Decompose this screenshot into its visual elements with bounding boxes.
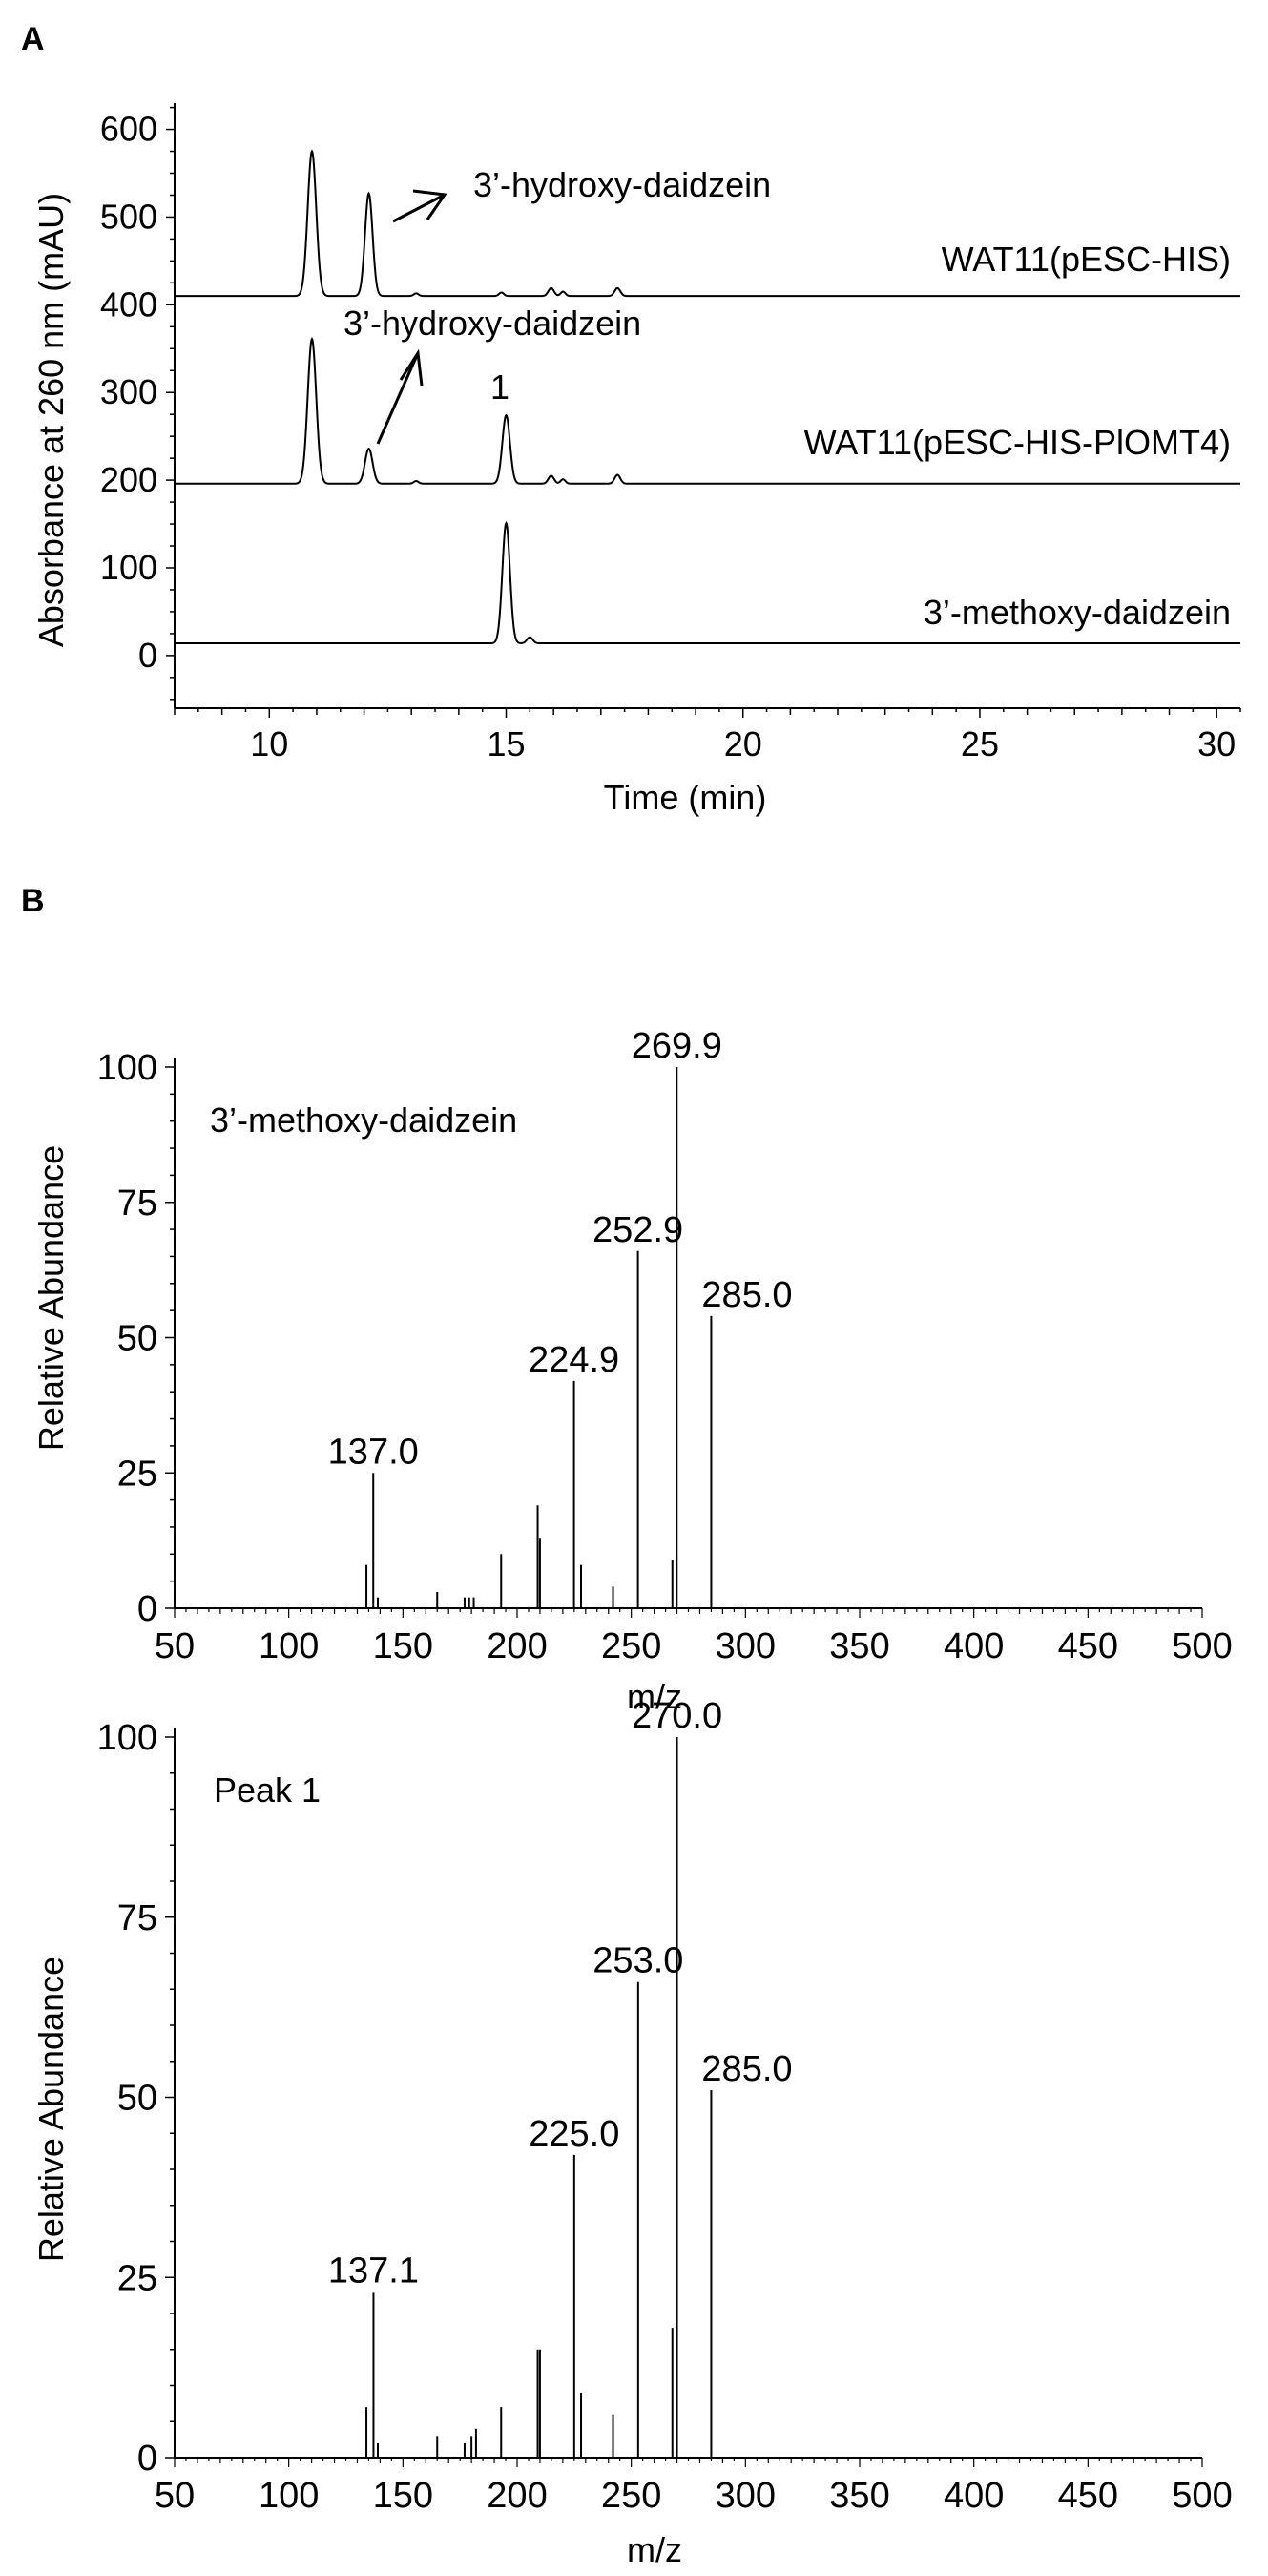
- spectrum-peak-label: 253.0: [592, 1941, 683, 1981]
- spectrum-x-tick-label: 250: [601, 2476, 661, 2516]
- panel-label-a: A: [21, 21, 45, 57]
- spectrum-y-tick-label: 0: [137, 1589, 157, 1629]
- spectrum-y-tick-label: 100: [97, 1718, 157, 1758]
- annotation-peak-1: 1: [490, 367, 509, 407]
- spectrum-x-tick-label: 500: [1172, 1626, 1232, 1666]
- spectrum-x-tick-label: 300: [716, 1626, 776, 1666]
- spectrum-x-tick-label: 500: [1172, 2476, 1232, 2516]
- spectrum-x-tick-label: 350: [829, 1626, 889, 1666]
- annotation-3-hydroxy-daidzein-top: 3’-hydroxy-daidzein: [473, 165, 771, 204]
- chromatogram-x-tick-label: 20: [724, 724, 762, 764]
- spectrum-x-tick-label: 50: [155, 2476, 195, 2516]
- mass-spectrum-top-axes: 0 25 50 75 100 50 100 150 200 250 300 350 400 450 500: [97, 1048, 1233, 1666]
- chromatogram-y-tick-label: 0: [138, 636, 157, 675]
- spectrum-y-tick-label: 75: [117, 1183, 157, 1224]
- chromatogram-axes: 0 100 200 300 400 500 600 10 15 20 25 30: [100, 103, 1241, 764]
- chromatogram-x-tick-label: 25: [961, 724, 999, 764]
- spectrum-peak-label: 270.0: [632, 1696, 722, 1736]
- spectrum-peak-label: 269.9: [632, 1026, 722, 1066]
- spectrum-x-tick-label: 100: [259, 2476, 319, 2516]
- chromatogram-chart: 0 100 200 300 400 500 600 10 15 20 25 30 Time (min)…: [31, 103, 1241, 817]
- chromatogram-x-tick-label: 15: [487, 724, 525, 764]
- annotation-3-hydroxy-daidzein-middle: 3’-hydroxy-daidzein: [343, 304, 641, 343]
- chromatogram-x-tick-label: 30: [1197, 724, 1236, 764]
- chromatogram-trace-0: [175, 149, 1240, 298]
- spectrum-x-tick-label: 250: [601, 1626, 661, 1666]
- spectrum-peak-label: 224.9: [529, 1340, 619, 1380]
- spectrum-y-tick-label: 100: [97, 1048, 157, 1088]
- chromatogram-traces: [175, 149, 1240, 645]
- chromatogram-y-tick-label: 400: [100, 284, 157, 324]
- trace-label-3-methoxy-daidzein: 3’-methoxy-daidzein: [924, 593, 1231, 632]
- mass-spectrum-top-x-axis-label: m/z: [627, 1677, 682, 1716]
- spectrum-peak-label: 137.0: [328, 1432, 419, 1472]
- mass-spectrum-bottom-x-axis-label: m/z: [627, 2530, 682, 2569]
- spectrum-y-tick-label: 0: [137, 2439, 157, 2479]
- spectrum-y-tick-label: 25: [117, 1454, 157, 1494]
- spectrum-x-tick-label: 200: [487, 1626, 547, 1666]
- spectrum-x-tick-label: 150: [373, 1626, 433, 1666]
- chromatogram-trace-1: [175, 337, 1240, 485]
- spectrum-peak-label: 285.0: [701, 1275, 792, 1315]
- spectrum-x-tick-label: 450: [1058, 1626, 1118, 1666]
- mass-spectrum-top-peak-labels: 137.0 224.9 252.9 269.9 285.0: [328, 1026, 793, 1472]
- spectrum-x-tick-label: 350: [829, 2476, 889, 2516]
- mass-spectrum-top-y-axis-label: Relative Abundance: [31, 1145, 71, 1451]
- spectrum-peak-label: 285.0: [701, 2049, 792, 2089]
- mass-spectrum-bottom-y-axis-label: Relative Abundance: [31, 1957, 71, 2262]
- chromatogram-x-tick-label: 10: [250, 724, 288, 764]
- chromatogram-y-tick-label: 300: [100, 372, 157, 411]
- spectrum-x-tick-label: 300: [716, 2476, 776, 2516]
- mass-spectrum-bottom-peak-labels: 137.1 225.0 253.0 270.0 285.0: [328, 1696, 793, 2291]
- chromatogram-y-tick-label: 100: [100, 548, 157, 587]
- trace-label-wat11-pesc-his-plomt4: WAT11(pESC-HIS-PlOMT4): [804, 423, 1231, 462]
- chromatogram-y-tick-label: 200: [100, 460, 157, 499]
- spectrum-x-tick-label: 400: [944, 1626, 1004, 1666]
- chromatogram-y-tick-label: 500: [100, 197, 157, 236]
- spectrum-y-tick-label: 25: [117, 2258, 157, 2298]
- chromatogram-y-tick-label: 600: [100, 110, 157, 149]
- mass-spectrum-bottom-title: Peak 1: [214, 1770, 321, 1810]
- mass-spectrum-bottom-axes: 0 25 50 75 100 50 100 150 200 250 300 350 400 450 500: [97, 1718, 1233, 2516]
- panel-label-b: B: [21, 883, 45, 919]
- arrow-icon-top: [392, 189, 447, 223]
- spectrum-y-tick-label: 75: [117, 1898, 157, 1938]
- mass-spectrum-top-title: 3’-methoxy-daidzein: [210, 1100, 517, 1140]
- spectrum-x-tick-label: 200: [487, 2476, 547, 2516]
- spectrum-y-tick-label: 50: [117, 1319, 157, 1359]
- spectrum-peak-label: 137.1: [328, 2251, 419, 2291]
- chromatogram-trace-2: [175, 520, 1240, 645]
- spectrum-x-tick-label: 150: [373, 2476, 433, 2516]
- mass-spectrum-top-peaks: [365, 1067, 713, 1608]
- spectrum-x-tick-label: 450: [1058, 2476, 1118, 2516]
- spectrum-peak-label: 252.9: [592, 1210, 683, 1250]
- trace-label-wat11-pesc-his: WAT11(pESC-HIS): [942, 240, 1231, 279]
- spectrum-y-tick-label: 50: [117, 2079, 157, 2119]
- spectrum-x-tick-label: 400: [944, 2476, 1004, 2516]
- spectrum-x-tick-label: 100: [259, 1626, 319, 1666]
- spectrum-x-tick-label: 50: [155, 1626, 195, 1666]
- spectrum-peak-label: 225.0: [529, 2114, 619, 2154]
- chromatogram-y-axis-label: Absorbance at 260 nm (mAU): [31, 193, 71, 647]
- chromatogram-x-axis-label: Time (min): [604, 778, 767, 817]
- mass-spectrum-bottom-peaks: [365, 1737, 713, 2458]
- arrow-icon-middle: [376, 348, 424, 445]
